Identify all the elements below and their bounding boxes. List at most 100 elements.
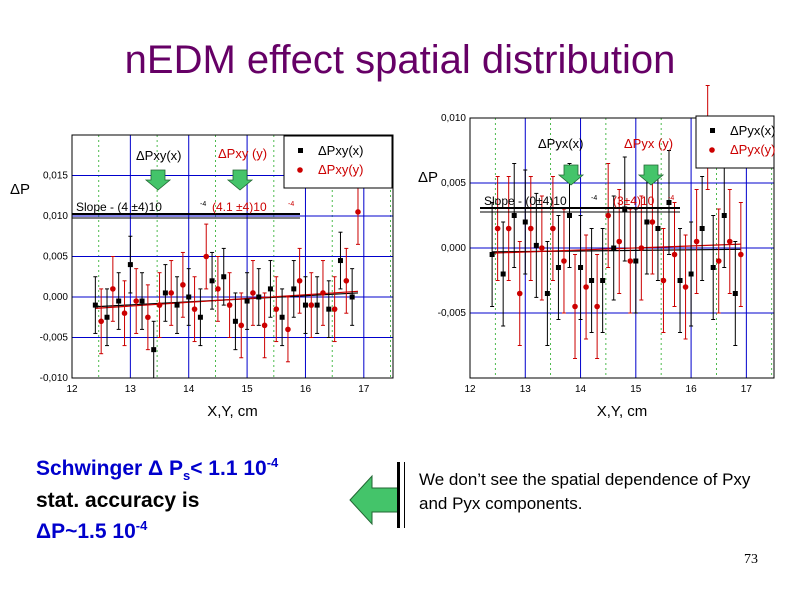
right-point-circle bbox=[561, 258, 567, 264]
right-point-circle bbox=[738, 251, 744, 258]
left-point-square bbox=[314, 302, 320, 308]
left-down-arrow-icon bbox=[226, 169, 254, 191]
right-xtick-label: 14 bbox=[575, 384, 587, 395]
left-xtick-label: 16 bbox=[300, 384, 312, 395]
right-down-arrow-icon bbox=[557, 164, 585, 186]
right-xtick-label: 12 bbox=[464, 384, 476, 395]
schwinger-line3-exp: -4 bbox=[135, 518, 148, 534]
left-slope-red-exp: -4 bbox=[288, 201, 294, 208]
right-xtick-label: 17 bbox=[741, 384, 753, 395]
left-point-circle bbox=[180, 282, 186, 288]
left-point-circle bbox=[156, 302, 163, 308]
right-point-circle bbox=[494, 225, 501, 232]
right-point-square bbox=[600, 278, 606, 283]
right-y-axis-label: ΔP bbox=[418, 169, 438, 186]
right-legend-label: ΔPyx(y) bbox=[730, 142, 776, 157]
left-point-square bbox=[244, 298, 250, 304]
left-ytick-label: 0,000 bbox=[43, 292, 68, 303]
right-point-circle bbox=[572, 303, 578, 310]
right-point-circle bbox=[715, 258, 722, 264]
left-point-square bbox=[302, 302, 308, 308]
right-point-circle bbox=[594, 303, 600, 310]
left-point-circle bbox=[203, 253, 210, 260]
schwinger-exp: -4 bbox=[266, 455, 279, 470]
right-xtick-label: 16 bbox=[686, 384, 698, 395]
right-point-square bbox=[611, 245, 617, 251]
left-point-square bbox=[104, 314, 110, 320]
left-point-square bbox=[174, 302, 180, 308]
left-point-circle bbox=[110, 286, 116, 292]
right-point-square bbox=[522, 219, 528, 225]
left-point-circle bbox=[331, 306, 338, 312]
right-point-square bbox=[644, 219, 650, 225]
right-point-square bbox=[666, 200, 672, 205]
right-x-axis-label: X,Y, cm bbox=[597, 403, 648, 420]
schwinger-line3: ΔP~1.5 10 bbox=[36, 520, 136, 544]
right-legend-box bbox=[695, 115, 775, 169]
left-point-circle bbox=[296, 278, 303, 284]
left-point-circle bbox=[168, 290, 175, 296]
left-point-square bbox=[349, 294, 355, 300]
left-point-circle bbox=[343, 278, 350, 284]
left-point-circle bbox=[191, 306, 198, 312]
right-point-square bbox=[555, 265, 561, 270]
left-point-circle bbox=[121, 310, 128, 317]
left-y-axis-label: ΔP bbox=[10, 181, 30, 198]
schwinger-note: Schwinger Δ Ps< 1.1 10-4 stat. accuracy … bbox=[36, 450, 278, 544]
right-point-circle bbox=[616, 238, 623, 245]
left-point-circle bbox=[355, 209, 361, 215]
left-point-square bbox=[197, 314, 203, 320]
right-legend-square-icon bbox=[710, 128, 715, 133]
right-ytick-label: -0,005 bbox=[438, 308, 467, 319]
right-point-square bbox=[578, 265, 584, 270]
left-point-circle bbox=[285, 326, 291, 333]
right-point-circle bbox=[671, 251, 678, 258]
right-point-square bbox=[688, 271, 694, 277]
right-point-circle bbox=[583, 284, 589, 290]
left-ytick-label: -0,005 bbox=[40, 333, 69, 344]
schwinger-line1-rest: < 1.1 10 bbox=[190, 457, 267, 480]
left-slope-label: Slope - (4 ±4)10 bbox=[76, 200, 162, 214]
right-xtick-label: 15 bbox=[630, 384, 642, 395]
schwinger-line2: stat. accuracy is bbox=[36, 489, 200, 513]
left-xtick-label: 13 bbox=[125, 384, 137, 395]
left-ytick-label: 0,010 bbox=[43, 211, 68, 222]
left-legend-circle-icon bbox=[297, 167, 303, 173]
left-point-square bbox=[279, 314, 285, 320]
left-point-square bbox=[221, 274, 227, 280]
right-point-square bbox=[677, 278, 683, 283]
right-point-circle bbox=[550, 225, 556, 232]
right-fit-line bbox=[492, 243, 741, 254]
right-point-circle bbox=[516, 290, 523, 297]
left-legend-box bbox=[283, 135, 393, 189]
left-legend-label: ΔPxy(x) bbox=[318, 143, 364, 158]
left-xtick-label: 14 bbox=[183, 384, 195, 395]
left-arrow-label: ΔPxy(x) bbox=[136, 148, 182, 163]
right-point-square bbox=[533, 242, 539, 248]
left-point-circle bbox=[250, 290, 256, 296]
left-point-square bbox=[291, 286, 297, 292]
left-arrow-label: ΔPxy (y) bbox=[218, 146, 267, 161]
right-slope-label: Slope - (0±4)10 bbox=[484, 194, 567, 208]
left-xtick-label: 15 bbox=[242, 384, 254, 395]
left-point-circle bbox=[261, 322, 268, 329]
right-xtick-label: 13 bbox=[520, 384, 532, 395]
left-slope-red: (4.1 ±4)10 bbox=[212, 200, 267, 214]
left-point-circle bbox=[215, 286, 221, 292]
left-slope-exp: -4 bbox=[200, 201, 206, 208]
right-point-square bbox=[544, 291, 550, 296]
schwinger-sub: s bbox=[182, 468, 191, 484]
left-ytick-label: 0,015 bbox=[43, 171, 68, 182]
right-point-circle bbox=[505, 225, 512, 232]
left-xtick-label: 12 bbox=[66, 384, 78, 395]
right-point-circle bbox=[638, 245, 645, 251]
right-point-square bbox=[655, 226, 661, 231]
left-point-square bbox=[232, 318, 238, 324]
page-title: nEDM effect spatial distribution bbox=[124, 38, 676, 82]
right-ytick-label: 0,000 bbox=[441, 243, 466, 254]
right-slope-red-exp: -4 bbox=[668, 195, 674, 202]
right-point-square bbox=[721, 213, 727, 218]
left-point-square bbox=[151, 347, 157, 353]
right-point-circle bbox=[528, 225, 534, 232]
